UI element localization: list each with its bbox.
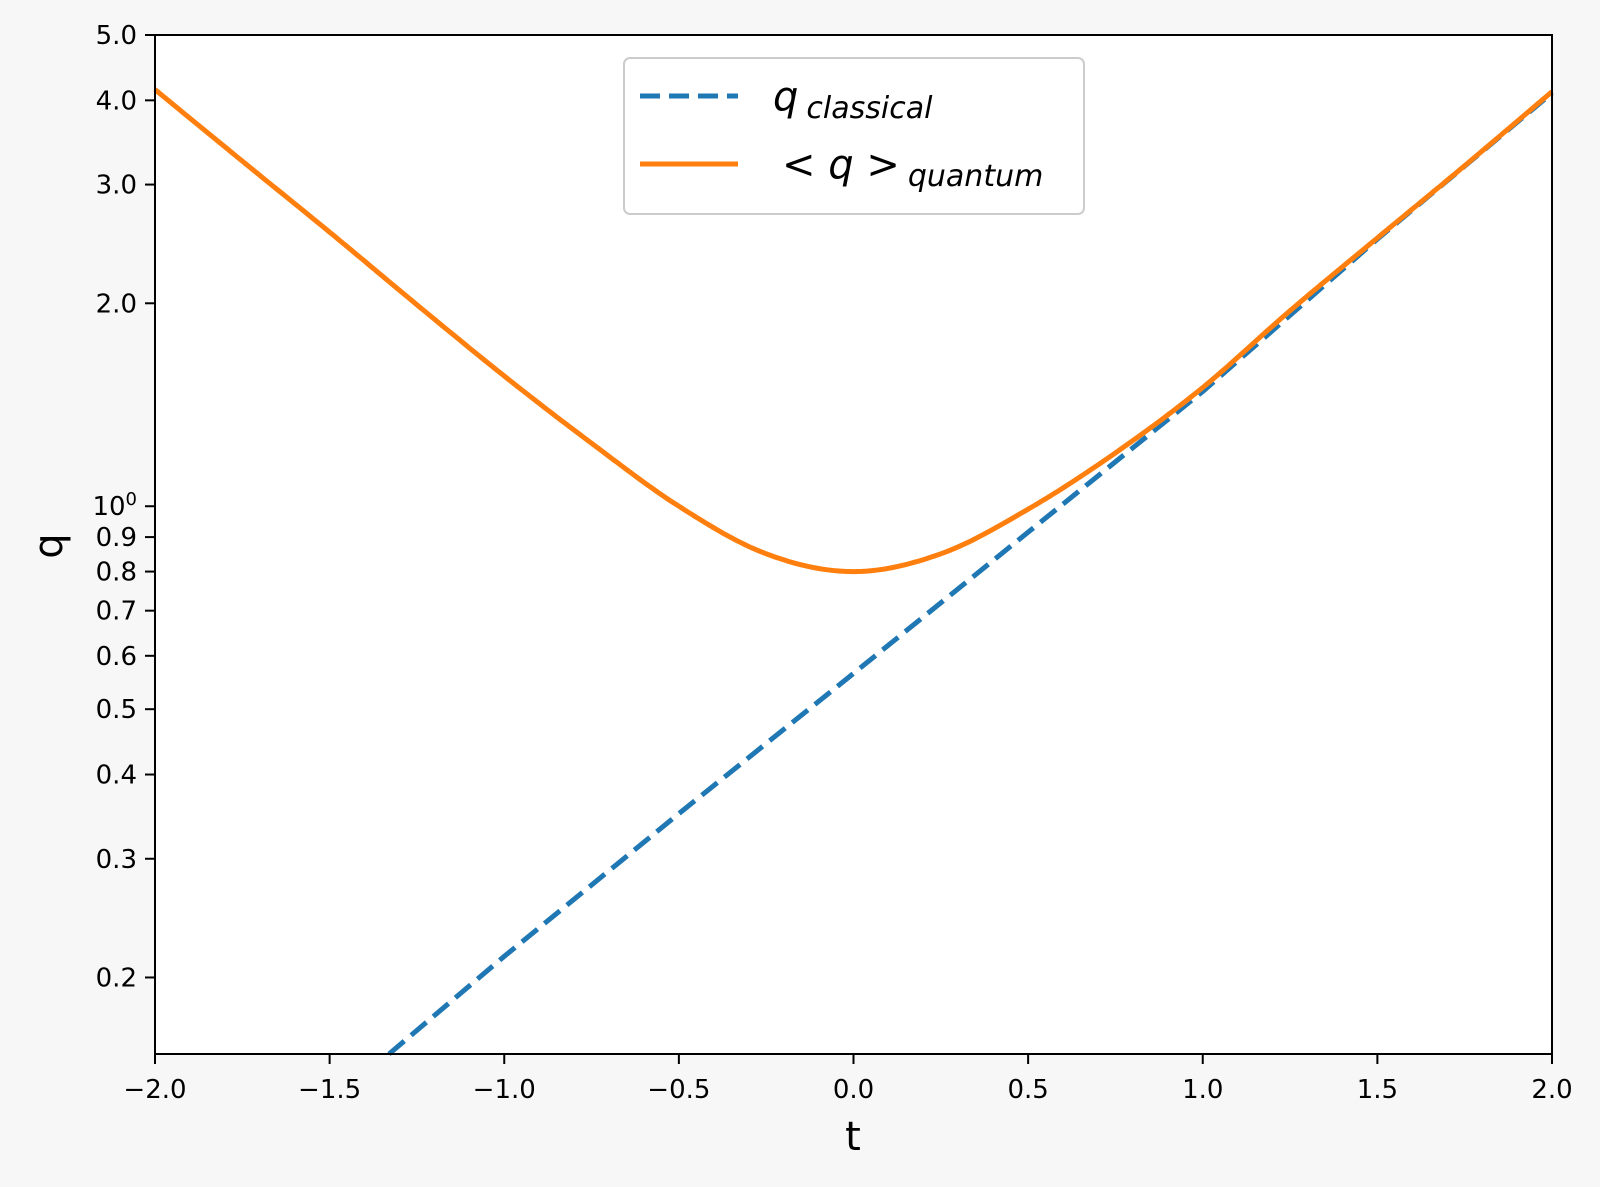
x-tick-label: −0.5: [647, 1075, 710, 1105]
y-tick-label: 0.4: [96, 761, 137, 791]
y-tick-label: 5.0: [96, 21, 137, 51]
x-tick-label: −2.0: [123, 1075, 186, 1105]
x-tick-label: 0.5: [1007, 1075, 1048, 1105]
legend-label-classical: q classical: [773, 74, 933, 126]
y-tick-label: 4.0: [96, 86, 137, 116]
legend-label-quantum: < q > quantum: [782, 142, 1043, 194]
y-tick-label: 0.7: [96, 597, 137, 627]
x-axis-label: t: [845, 1114, 861, 1160]
x-tick-label: −1.0: [473, 1075, 536, 1105]
y-tick-label: 3.0: [96, 171, 137, 201]
y-tick-label: 0.5: [96, 695, 137, 725]
x-axis-ticks: −2.0 −1.5 −1.0 −0.5 0.0 0.5 1.0 1.5 2.0: [123, 1054, 1573, 1105]
legend-box: [623, 57, 1085, 215]
y-tick-label: 0.8: [96, 558, 137, 588]
y-tick-label: 0.2: [96, 963, 137, 993]
series-line-quantum: [153, 87, 1554, 575]
x-tick-label: −1.5: [298, 1075, 361, 1105]
y-axis-label: q: [26, 533, 72, 558]
y-tick-label: 2.0: [96, 289, 137, 319]
y-tick-label: 0.6: [96, 642, 137, 672]
y-tick-label: 100: [92, 489, 137, 522]
series-layer: [153, 87, 1554, 1056]
x-tick-label: 1.5: [1357, 1075, 1398, 1105]
x-tick-label: 2.0: [1531, 1075, 1572, 1105]
x-tick-label: 0.0: [833, 1075, 874, 1105]
legend: q classical < q > quantum: [623, 57, 1085, 215]
y-tick-label: 0.3: [96, 845, 137, 875]
x-tick-label: 1.0: [1182, 1075, 1223, 1105]
series-line-classical: [387, 91, 1554, 1056]
y-tick-label: 0.9: [96, 523, 137, 553]
